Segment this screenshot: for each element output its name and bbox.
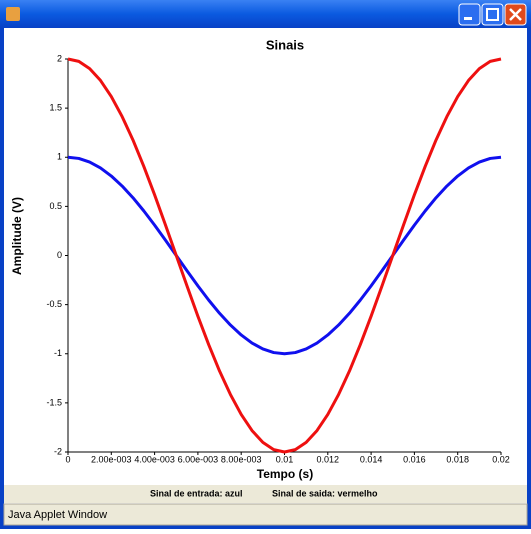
app-icon (6, 7, 20, 21)
series-line (67, 155, 502, 356)
y-tick-label: -0.5 (46, 299, 62, 309)
x-tick-label: 4.00e-003 (134, 454, 175, 464)
status-text: Java Applet Window (8, 509, 107, 521)
y-tick-label: -2 (54, 446, 62, 456)
x-tick-label: 6.00e-003 (178, 454, 219, 464)
legend-bar (4, 485, 527, 503)
title-bar (0, 0, 531, 28)
client-area (4, 28, 527, 525)
x-tick-label: 0.02 (492, 454, 510, 464)
x-tick-label: 0 (65, 454, 70, 464)
maximize-button[interactable] (481, 3, 504, 26)
legend-note: Sinal de saida: vermelho (272, 488, 378, 498)
status-bar (3, 503, 528, 526)
x-tick-label: 0.016 (403, 454, 426, 464)
x-tick-label: 8.00e-003 (221, 454, 262, 464)
chart-title: Sinais (266, 37, 304, 52)
x-axis-label: Tempo (s) (257, 467, 313, 481)
y-tick-label: -1.5 (46, 397, 62, 407)
x-tick-label: 2.00e-003 (91, 454, 132, 464)
x-tick-label: 0.01 (276, 454, 294, 464)
legend-note: Sinal de entrada: azul (150, 488, 243, 498)
y-tick-label: 1.5 (49, 103, 62, 113)
y-tick-label: 0.5 (49, 201, 62, 211)
y-tick-label: 0 (57, 250, 62, 260)
y-axis-label: Amplitude (V) (10, 197, 24, 275)
close-button[interactable] (504, 3, 527, 26)
y-tick-label: -1 (54, 348, 62, 358)
y-tick-label: 1 (57, 152, 62, 162)
y-tick-label: 2 (57, 53, 62, 63)
x-tick-label: 0.018 (446, 454, 469, 464)
plot: 21.510.50-0.5-1-1.5-20 2.00e-003 4.00e-003… (46, 53, 509, 464)
series-line (67, 57, 502, 454)
x-tick-label: 0.014 (360, 454, 383, 464)
minimize-button[interactable] (458, 3, 481, 26)
x-tick-label: 0.012 (317, 454, 340, 464)
